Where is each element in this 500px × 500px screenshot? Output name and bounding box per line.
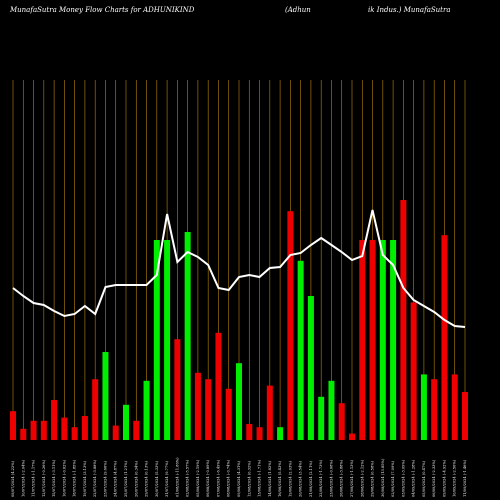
- x-tick-label: 19/07/2024 (3.13%): [83, 460, 87, 497]
- money-flow-bar: [431, 379, 438, 440]
- line-layer: [12, 209, 466, 328]
- money-flow-bar: [205, 379, 212, 440]
- money-flow-bar: [174, 339, 181, 440]
- money-flow-bar: [338, 403, 345, 440]
- money-flow-bar: [40, 420, 47, 440]
- x-tick-label: 01/08/2024 (-11.86%): [175, 457, 179, 497]
- x-tick-label: 08/07/2024 (4.22%): [11, 460, 15, 497]
- money-flow-bar: [164, 240, 171, 440]
- money-flow-bar: [462, 392, 468, 440]
- money-flow-bar: [225, 388, 232, 440]
- x-tick-label: 27/08/2024 (-1.13%): [350, 459, 354, 497]
- money-flow-bar: [297, 260, 304, 440]
- money-flow-bar: [102, 352, 109, 440]
- x-tick-label: 30/08/2024 (13.85%): [381, 458, 385, 497]
- bar-layer: [10, 200, 468, 440]
- money-flow-bar: [20, 428, 27, 440]
- x-tick-label: 04/09/2024 (-1.28%): [412, 459, 416, 497]
- money-flow-bar: [153, 240, 160, 440]
- money-flow-bar: [10, 411, 16, 440]
- x-tick-label: 06/09/2024 (-2.33%): [432, 459, 436, 497]
- money-flow-bar: [236, 363, 242, 440]
- money-flow-bar: [30, 420, 37, 440]
- x-tick-label: 25/07/2024 (1.21%): [124, 460, 128, 497]
- x-tick-label: 12/07/2024 (-0.26%): [42, 459, 46, 497]
- x-tick-label: 31/07/2024 (9.77%): [165, 460, 169, 497]
- x-tick-label: 21/08/2024 (2.11%): [309, 460, 313, 497]
- x-tick-label: 11/07/2024 (-1.17%): [32, 459, 36, 497]
- money-flow-bar: [215, 332, 222, 440]
- x-tick-label: 22/07/2024 (-3.88%): [93, 459, 97, 497]
- money-flow-bar: [410, 302, 417, 440]
- x-tick-label: 06/08/2024 (-0.89%): [206, 459, 210, 497]
- x-tick-label: 09/08/2024 (4.31%): [237, 460, 241, 497]
- money-flow-bar: [287, 211, 294, 440]
- x-tick-label: 16/08/2024 (5.43%): [278, 460, 282, 497]
- money-flow-bar: [61, 417, 68, 440]
- money-flow-bar: [184, 232, 191, 440]
- x-tick-label: 10/09/2024 (-2.56%): [453, 459, 457, 497]
- x-tick-label: 16/07/2024 (-0.62%): [62, 459, 66, 497]
- money-flow-bar: [123, 404, 129, 440]
- x-tick-label: 09/09/2024 (-4.92%): [442, 459, 446, 497]
- x-tick-label: 18/07/2024 (-1.85%): [73, 459, 77, 497]
- money-flow-bar: [133, 420, 140, 440]
- money-flow-bar: [246, 424, 253, 440]
- chart-subtitle-right: ik Indus.) MunafaSutra: [368, 6, 451, 14]
- x-tick-label: 12/08/2024 (0.32%): [247, 460, 251, 497]
- money-flow-bar: [349, 433, 355, 440]
- x-tick-label: 07/08/2024 (-6.49%): [216, 459, 220, 497]
- money-flow-bar: [318, 396, 325, 440]
- x-tick-label: 26/07/2024 (0.34%): [134, 460, 138, 497]
- x-tick-label: 05/09/2024 (0.47%): [422, 460, 426, 497]
- x-tick-label: 10/07/2024 (-2.04%): [21, 459, 25, 497]
- money-flow-bar: [451, 374, 458, 440]
- tick-layer: 08/07/2024 (4.22%) 10/07/2024 (-2.04%) 11/…: [11, 457, 467, 497]
- x-tick-label: 29/08/2024 (0.58%): [371, 460, 375, 497]
- money-flow-bar: [194, 372, 201, 440]
- x-tick-label: 20/08/2024 (3.54%): [299, 460, 303, 497]
- x-tick-label: 19/08/2024 (2.03%): [288, 460, 292, 497]
- x-tick-label: 29/07/2024 (0.13%): [145, 460, 149, 497]
- x-tick-label: 02/09/2024 (7.09%): [391, 460, 395, 497]
- money-flow-bar: [277, 427, 284, 440]
- money-flow-bar: [71, 427, 78, 440]
- money-flow-bar: [359, 240, 366, 440]
- money-flow-bar: [143, 380, 150, 440]
- x-tick-label: 13/08/2024 (-1.71%): [258, 459, 262, 497]
- money-flow-bar: [256, 427, 263, 440]
- money-flow-bar: [420, 374, 427, 440]
- money-flow-bar: [81, 416, 88, 440]
- money-flow-bar: [266, 385, 273, 440]
- money-flow-bar: [92, 379, 99, 440]
- money-flow-bar: [112, 425, 119, 440]
- x-tick-label: 08/08/2024 (-0.74%): [227, 459, 231, 497]
- money-flow-bar: [379, 240, 386, 440]
- money-flow-bar: [369, 240, 376, 440]
- x-tick-label: 15/07/2024 (-3.11%): [52, 459, 56, 497]
- money-flow-bar: [51, 400, 58, 440]
- x-tick-label: 14/08/2024 (1.82%): [268, 460, 272, 497]
- x-tick-label: 28/08/2024 (-2.12%): [360, 459, 364, 497]
- x-tick-label: 02/08/2024 (-5.57%): [186, 459, 190, 497]
- x-tick-label: 23/07/2024 (9.66%): [103, 460, 107, 497]
- money-flow-bar: [328, 380, 335, 440]
- x-tick-label: 24/07/2024 (4.87%): [114, 460, 118, 497]
- money-flow-bar: [390, 240, 397, 440]
- x-tick-label: 22/08/2024 (-1.73%): [319, 459, 323, 497]
- x-tick-label: 11/09/2024 (-1.46%): [463, 459, 467, 497]
- x-tick-label: 05/08/2024 (-2.19%): [196, 459, 200, 497]
- money-flow-bar: [400, 200, 407, 440]
- price-line: [12, 209, 466, 328]
- x-tick-label: 23/08/2024 (-0.68%): [329, 459, 333, 497]
- x-tick-label: 26/08/2024 (-3.88%): [340, 459, 344, 497]
- chart-title: MunafaSutra Money Flow Charts for ADHUNI…: [9, 6, 195, 14]
- chart-subtitle-left: (Adhun: [285, 6, 311, 14]
- money-flow-bar: [307, 296, 314, 440]
- x-tick-label: 30/07/2024 (5.33%): [155, 460, 159, 497]
- money-flow-bar: [441, 235, 448, 440]
- x-tick-label: 03/09/2024 (-3.09%): [401, 459, 405, 497]
